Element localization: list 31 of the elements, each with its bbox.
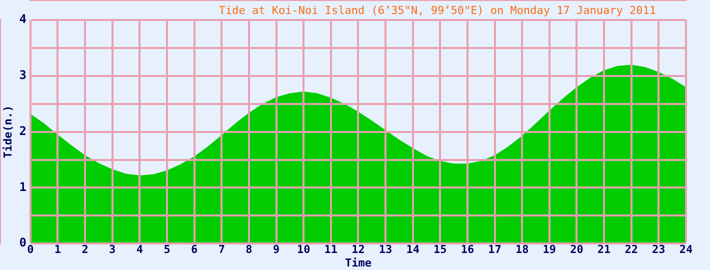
x-tick-label: 8 bbox=[246, 243, 252, 256]
y-axis-title: Tide(n.) bbox=[1, 105, 14, 158]
x-tick-label: 11 bbox=[324, 243, 338, 256]
y-tick-label: 3 bbox=[19, 68, 26, 82]
x-tick-label: 17 bbox=[488, 243, 502, 256]
x-axis-title: Time bbox=[344, 256, 372, 270]
x-tick-label: 12 bbox=[352, 243, 365, 256]
x-tick-label: 23 bbox=[652, 243, 666, 256]
x-tick-label: 7 bbox=[218, 243, 225, 256]
x-tick-label: 24 bbox=[679, 243, 693, 256]
x-tick-label: 22 bbox=[624, 243, 638, 256]
x-tick-label: 14 bbox=[406, 243, 420, 256]
x-tick-label: 9 bbox=[272, 243, 280, 256]
x-tick-label: 13 bbox=[378, 243, 392, 256]
x-tick-label: 15 bbox=[434, 243, 447, 256]
x-tick-label: 3 bbox=[109, 243, 116, 256]
chart-title: Tide at Koi-Noi Island (6’35"N, 99’50"E) on Monday 17 January 2011 bbox=[218, 4, 656, 17]
x-tick-label: 4 bbox=[136, 243, 144, 256]
x-tick-label: 16 bbox=[460, 243, 474, 256]
x-tick-label: 18 bbox=[515, 243, 529, 256]
x-tick-label: 19 bbox=[542, 243, 556, 256]
x-tick-label: 20 bbox=[570, 243, 584, 256]
x-tick-label: 10 bbox=[296, 243, 310, 256]
x-tick-label: 1 bbox=[54, 243, 62, 256]
x-tick-label: 21 bbox=[597, 243, 612, 256]
x-tick-label: 5 bbox=[164, 243, 170, 256]
y-tick-label: 2 bbox=[19, 124, 26, 138]
x-tick-label: 2 bbox=[82, 243, 88, 256]
y-tick-label: 4 bbox=[19, 12, 26, 26]
x-tick-label: 6 bbox=[191, 243, 198, 256]
y-tick-label: 1 bbox=[19, 180, 26, 194]
